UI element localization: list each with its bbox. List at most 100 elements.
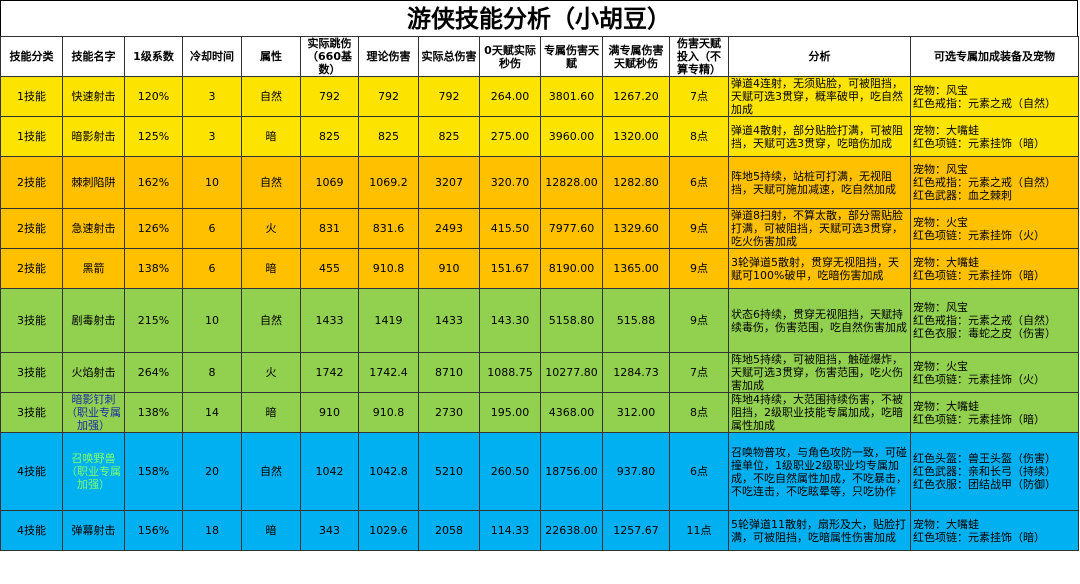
analysis-cell: 弹道8扫射，不算太散，部分需贴脸打满，可被阻挡，天赋可选3贯穿，吃火伤害加成 [728, 208, 911, 249]
table-cell: 自然 [241, 288, 301, 353]
table-cell: 10277.80 [540, 352, 603, 393]
table-cell: 黑箭 [62, 248, 125, 289]
table-cell: 3技能 [0, 352, 63, 393]
header-cell: 理论伤害 [358, 36, 419, 77]
table-cell: 125% [124, 116, 183, 157]
table-cell: 264.00 [479, 76, 541, 117]
header-cell: 分析 [728, 36, 911, 77]
equipment-cell: 宠物：风宝 红色戒指：元素之戒（自然） 红色武器：血之棘刺 [910, 156, 1079, 209]
table-cell: 5210 [418, 432, 480, 511]
table-cell: 22638.00 [540, 510, 603, 551]
table-cell: 831.6 [358, 208, 419, 249]
table-cell: 2技能 [0, 208, 63, 249]
header-cell: 伤害天赋投入（不算专精） [669, 36, 729, 77]
table-cell: 7点 [669, 76, 729, 117]
header-cell: 专属伤害天赋 [540, 36, 603, 77]
table-cell: 2技能 [0, 248, 63, 289]
header-cell: 冷却时间 [182, 36, 242, 77]
equipment-line: 红色项链：元素挂饰（火） [913, 228, 1045, 242]
table-cell: 4技能 [0, 432, 63, 511]
table-cell: 10 [182, 156, 242, 209]
table-body: 1技能 快速射击 120% 3 自然 792 792 792 264.00 3801.60 1267… [0, 76, 1079, 551]
equipment-line: 宠物：大嘴蛙 [913, 123, 979, 137]
table-cell: 快速射击 [62, 76, 125, 117]
table-cell: 7977.60 [540, 208, 603, 249]
equipment-line: 红色项链：元素挂饰（暗） [913, 136, 1045, 150]
table-cell: 515.88 [602, 288, 670, 353]
table-row: 1技能 暗影射击 125% 3 暗 825 825 825 275.00 3960.00 1320.… [0, 116, 1079, 157]
table-cell: 455 [300, 248, 359, 289]
table-cell: 415.50 [479, 208, 541, 249]
table-cell: 火 [241, 352, 301, 393]
table-cell: 11点 [669, 510, 729, 551]
table-cell: 2058 [418, 510, 480, 551]
table-cell: 3960.00 [540, 116, 603, 157]
table-cell: 18 [182, 510, 242, 551]
table-cell: 2730 [418, 392, 480, 433]
table-row: 3技能 火焰射击 264% 8 火 1742 1742.4 8710 1088.75 10277.… [0, 352, 1079, 393]
table-row: 3技能 剧毒射击 215% 10 自然 1433 1419 1433 143.30 5158.80… [0, 288, 1079, 353]
table-cell: 暗影钉刺（职业专属加强） [62, 392, 125, 433]
table-cell: 8点 [669, 392, 729, 433]
table-cell: 3801.60 [540, 76, 603, 117]
table-cell: 120% [124, 76, 183, 117]
analysis-cell: 阵地5持续，站桩可打满，无视阻挡，天赋可施加减速，吃自然加成 [728, 156, 911, 209]
table-cell: 910.8 [358, 248, 419, 289]
analysis-cell: 弹道4散射，部分贴脸打满，可被阻挡，天赋可选3贯穿，吃暗伤加成 [728, 116, 911, 157]
table-cell: 825 [418, 116, 480, 157]
table-cell: 8点 [669, 116, 729, 157]
table-cell: 5158.80 [540, 288, 603, 353]
table-cell: 264% [124, 352, 183, 393]
equipment-line: 宠物：大嘴蛙 [913, 517, 979, 531]
equipment-line: 红色衣服：团结战甲（防御） [913, 478, 1056, 491]
table-cell: 1284.73 [602, 352, 670, 393]
table-cell: 20 [182, 432, 242, 511]
table-cell: 2493 [418, 208, 480, 249]
table-cell: 火 [241, 208, 301, 249]
table-cell: 暗 [241, 116, 301, 157]
equipment-cell: 宠物：火宝 红色项链：元素挂饰（火） [910, 352, 1079, 393]
equipment-line: 红色项链：元素挂饰（火） [913, 372, 1045, 386]
table-cell: 9点 [669, 248, 729, 289]
table-row: 2技能 棘刺陷阱 162% 10 自然 1069 1069.2 3207 320.70 12828… [0, 156, 1079, 209]
table-cell: 151.67 [479, 248, 541, 289]
table-cell: 自然 [241, 156, 301, 209]
table-cell: 910 [300, 392, 359, 433]
table-cell: 162% [124, 156, 183, 209]
table-cell: 1433 [300, 288, 359, 353]
table-row: 2技能 黑箭 138% 6 暗 455 910.8 910 151.67 8190.00 1365.… [0, 248, 1079, 289]
header-cell: 实际跳伤（660基数） [300, 36, 359, 77]
table-cell: 8190.00 [540, 248, 603, 289]
table-cell: 1257.67 [602, 510, 670, 551]
table-cell: 剧毒射击 [62, 288, 125, 353]
equipment-line: 宠物：大嘴蛙 [913, 399, 979, 413]
table-cell: 3技能 [0, 392, 63, 433]
table-cell: 急速射击 [62, 208, 125, 249]
table-cell: 3207 [418, 156, 480, 209]
table-cell: 156% [124, 510, 183, 551]
table-cell: 910.8 [358, 392, 419, 433]
table-cell: 831 [300, 208, 359, 249]
table-row: 1技能 快速射击 120% 3 自然 792 792 792 264.00 3801.60 1267… [0, 76, 1079, 117]
table-cell: 1433 [418, 288, 480, 353]
title: 游侠技能分析（小胡豆） [0, 0, 1078, 36]
table-cell: 9点 [669, 208, 729, 249]
table-cell: 1069 [300, 156, 359, 209]
analysis-cell: 阵地4持续，大范围持续伤害，不被阻挡，2级职业技能专属加成，吃暗属性加成 [728, 392, 911, 433]
table-cell: 792 [358, 76, 419, 117]
table-cell: 2技能 [0, 156, 63, 209]
table-cell: 自然 [241, 432, 301, 511]
table-cell: 1419 [358, 288, 419, 353]
table-cell: 195.00 [479, 392, 541, 433]
table-row: 3技能 暗影钉刺（职业专属加强） 138% 14 暗 910 910.8 2730 195.00… [0, 392, 1079, 433]
table-cell: 126% [124, 208, 183, 249]
page: 游侠技能分析（小胡豆） 技能分类 技能名字 1级系数 冷却时间 属性 实际跳伤（660基数… [0, 0, 1079, 551]
skill-table: 技能分类 技能名字 1级系数 冷却时间 属性 实际跳伤（660基数） 理论伤害 实际总伤害 0天… [0, 36, 1079, 551]
table-row: 4技能 召唤野兽（职业专属加强） 158% 20 自然 1042 1042.8 5210 260… [0, 432, 1079, 511]
table-cell: 343 [300, 510, 359, 551]
equipment-cell: 宠物：风宝 红色戒指：元素之戒（自然） 红色衣服：毒蛇之皮（伤害） [910, 288, 1079, 353]
equipment-cell: 宠物：大嘴蛙 红色项链：元素挂饰（暗） [910, 116, 1079, 157]
equipment-cell: 宠物：大嘴蛙 红色项链：元素挂饰（暗） [910, 510, 1079, 551]
table-cell: 260.50 [479, 432, 541, 511]
table-cell: 1069.2 [358, 156, 419, 209]
